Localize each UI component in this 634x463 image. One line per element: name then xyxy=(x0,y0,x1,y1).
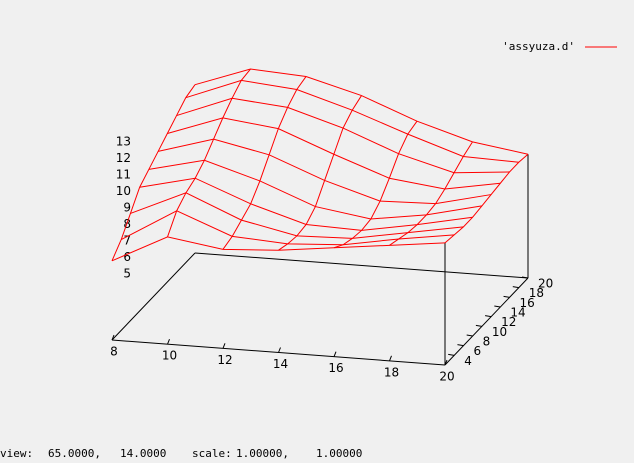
z-tick-label: 6 xyxy=(123,250,131,264)
z-tick-label: 7 xyxy=(123,234,131,248)
base-edge xyxy=(194,252,529,279)
status-scale: 1.00000 xyxy=(316,447,362,460)
x-tick xyxy=(333,351,337,357)
z-tick-label: 11 xyxy=(116,168,131,182)
y-tick xyxy=(457,344,464,347)
z-tick-label: 12 xyxy=(116,151,131,165)
base-edge xyxy=(111,252,196,341)
mesh-column xyxy=(333,120,418,249)
y-tick xyxy=(475,324,482,327)
legend-label: 'assyuza.d' xyxy=(502,40,575,53)
x-tick-label: 16 xyxy=(328,361,343,375)
x-tick xyxy=(222,343,226,349)
y-tick xyxy=(503,295,510,298)
status-scale-label: scale: xyxy=(192,447,232,460)
y-tick xyxy=(512,286,519,289)
x-tick-label: 18 xyxy=(384,365,399,379)
mesh-column xyxy=(278,95,362,251)
x-tick xyxy=(111,334,115,341)
z-tick-label: 5 xyxy=(123,267,131,281)
z-tick-label: 13 xyxy=(116,135,131,149)
x-tick-label: 10 xyxy=(162,349,177,363)
mesh-column xyxy=(222,76,307,250)
y-tick xyxy=(521,276,529,279)
x-tick-label: 8 xyxy=(110,345,118,359)
y-tick-label: 8 xyxy=(483,335,491,349)
mesh-column xyxy=(444,153,529,244)
mesh-column xyxy=(111,84,196,261)
x-tick xyxy=(389,355,392,362)
status-view: 14.0000 xyxy=(120,447,166,460)
x-tick xyxy=(167,338,170,345)
y-tick xyxy=(466,334,473,337)
y-tick-label: 20 xyxy=(538,277,553,291)
x-tick xyxy=(278,347,281,353)
x-tick-label: 14 xyxy=(273,357,288,371)
status-scale: 1.00000, xyxy=(236,447,289,460)
y-tick-label: 12 xyxy=(501,315,516,329)
base-edge xyxy=(444,277,529,366)
y-tick xyxy=(448,353,455,356)
y-tick-label: 18 xyxy=(529,286,544,300)
y-tick-label: 6 xyxy=(473,344,481,358)
mesh-column xyxy=(389,141,473,246)
z-tick-label: 9 xyxy=(123,201,131,215)
status-view: 65.0000, xyxy=(48,447,101,460)
mesh-column xyxy=(167,68,251,238)
y-tick xyxy=(485,315,492,318)
status-view-label: view: xyxy=(0,447,33,460)
x-tick-label: 20 xyxy=(439,370,454,384)
y-tick-label: 16 xyxy=(520,296,535,310)
y-tick-label: 10 xyxy=(492,325,507,339)
y-tick-label: 14 xyxy=(510,306,525,320)
y-tick xyxy=(494,305,501,308)
z-tick-label: 10 xyxy=(116,184,131,198)
y-tick-label: 4 xyxy=(464,354,472,368)
x-tick-label: 12 xyxy=(217,353,232,367)
